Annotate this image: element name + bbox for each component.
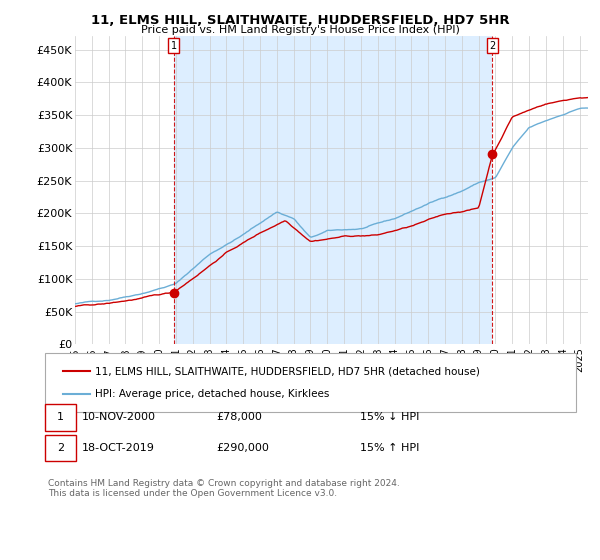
Text: 15% ↓ HPI: 15% ↓ HPI xyxy=(360,412,419,422)
Text: 11, ELMS HILL, SLAITHWAITE, HUDDERSFIELD, HD7 5HR: 11, ELMS HILL, SLAITHWAITE, HUDDERSFIELD… xyxy=(91,14,509,27)
Text: HPI: Average price, detached house, Kirklees: HPI: Average price, detached house, Kirk… xyxy=(95,389,329,399)
Text: 15% ↑ HPI: 15% ↑ HPI xyxy=(360,443,419,453)
Text: 1: 1 xyxy=(170,41,177,50)
Bar xyxy=(174,36,492,344)
Text: 10-NOV-2000: 10-NOV-2000 xyxy=(82,412,156,422)
Text: £290,000: £290,000 xyxy=(216,443,269,453)
Text: 2: 2 xyxy=(57,443,64,453)
Text: Contains HM Land Registry data © Crown copyright and database right 2024.
This d: Contains HM Land Registry data © Crown c… xyxy=(48,479,400,498)
Text: 11, ELMS HILL, SLAITHWAITE, HUDDERSFIELD, HD7 5HR (detached house): 11, ELMS HILL, SLAITHWAITE, HUDDERSFIELD… xyxy=(95,366,479,376)
Text: 2: 2 xyxy=(489,41,495,50)
Text: 18-OCT-2019: 18-OCT-2019 xyxy=(82,443,155,453)
Text: £78,000: £78,000 xyxy=(216,412,262,422)
Text: Price paid vs. HM Land Registry's House Price Index (HPI): Price paid vs. HM Land Registry's House … xyxy=(140,25,460,35)
Text: 1: 1 xyxy=(57,412,64,422)
